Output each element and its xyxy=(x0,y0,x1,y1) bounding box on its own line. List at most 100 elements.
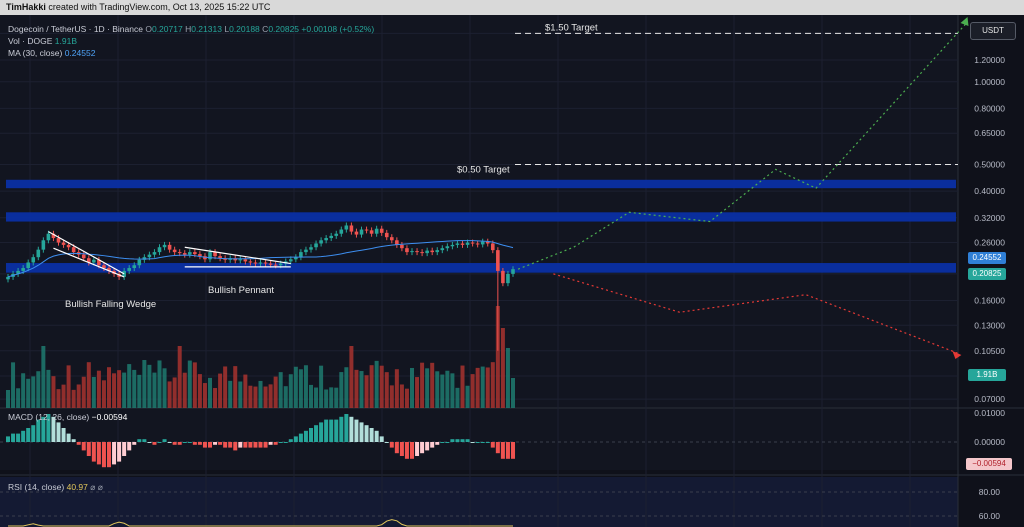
candle-body xyxy=(107,268,111,271)
candle-body xyxy=(193,252,197,255)
candle-body xyxy=(167,244,172,250)
macd-histogram-bar xyxy=(228,442,233,448)
price-tick-label: 0.80000 xyxy=(974,103,1005,113)
close-value: 0.20825 xyxy=(268,24,300,34)
volume-bar xyxy=(172,377,177,408)
macd-histogram-bar xyxy=(263,442,268,448)
support-resistance-zone xyxy=(6,212,956,222)
macd-histogram-bar xyxy=(359,422,364,442)
candle-body xyxy=(248,261,253,263)
close-price-tag: 0.20825 xyxy=(968,268,1006,280)
rsi-line xyxy=(8,519,513,527)
volume-bar xyxy=(147,364,152,408)
candle-body xyxy=(450,244,455,247)
volume-bar xyxy=(96,370,101,408)
candle-body xyxy=(87,258,91,263)
watermark-bar: TimHakki created with TradingView.com, O… xyxy=(0,0,1024,15)
macd-histogram-bar xyxy=(455,439,460,442)
bear-arrowhead xyxy=(952,351,962,360)
macd-histogram-bar xyxy=(248,442,253,448)
volume-bar xyxy=(253,386,258,408)
wedge-trendline xyxy=(48,231,125,275)
macd-histogram-bar xyxy=(420,442,425,454)
candle-body xyxy=(218,256,222,259)
high-label: H xyxy=(185,24,192,34)
legend-rsi-row: RSI (14, close) 40.97 ⌀ ⌀ xyxy=(8,482,103,493)
price-chart[interactable]: 1.500001.200001.000000.800000.650000.500… xyxy=(0,15,1024,527)
volume-bar xyxy=(192,362,197,408)
legend-ma-row: MA (30, close) 0.24552 xyxy=(8,48,95,58)
volume-bar xyxy=(445,370,450,408)
volume-bar xyxy=(71,389,76,408)
candle-body xyxy=(460,243,465,245)
open-value: 0.20717 xyxy=(151,24,183,34)
macd-histogram-bar xyxy=(470,442,475,443)
volume-bar xyxy=(41,346,46,408)
volume-bar xyxy=(450,373,455,408)
macd-histogram-bar xyxy=(213,442,218,445)
macd-histogram-bar xyxy=(460,439,465,442)
volume-bar xyxy=(415,377,420,408)
macd-histogram-bar xyxy=(142,439,147,442)
candle-body xyxy=(501,270,505,284)
low-label: L xyxy=(224,24,230,34)
candle-body xyxy=(364,229,369,231)
high-value: 0.21313 xyxy=(191,24,222,34)
macd-histogram-bar xyxy=(334,419,339,442)
candle-body xyxy=(455,243,460,245)
candle-body xyxy=(354,231,359,235)
author-name: TimHakki xyxy=(6,2,46,12)
macd-histogram-bar xyxy=(298,433,303,442)
macd-histogram-bar xyxy=(11,433,16,442)
macd-histogram-bar xyxy=(450,439,455,442)
macd-histogram-bar xyxy=(197,442,202,445)
macd-histogram-bar xyxy=(319,422,324,442)
price-tick-label: 0.10500 xyxy=(974,346,1005,356)
macd-histogram-bar xyxy=(238,442,243,448)
macd-histogram-bar xyxy=(66,433,71,442)
volume-bar xyxy=(511,378,515,408)
volume-bar xyxy=(505,348,510,408)
volume-bar xyxy=(16,388,21,408)
price-tick-label: 1.20000 xyxy=(974,55,1005,65)
volume-bar xyxy=(76,384,81,408)
macd-histogram-bar xyxy=(86,442,91,456)
candle-body xyxy=(278,263,283,266)
macd-histogram-bar xyxy=(349,416,354,442)
macd-histogram-bar xyxy=(495,442,500,454)
candle-body xyxy=(329,235,333,239)
candle-body xyxy=(97,259,101,266)
volume-bar xyxy=(137,374,142,408)
candle-body xyxy=(188,252,192,255)
candle-body xyxy=(132,265,137,269)
macd-histogram-bar xyxy=(399,442,404,456)
candle-body xyxy=(26,262,30,269)
candle-body xyxy=(208,252,212,260)
macd-histogram-bar xyxy=(96,442,101,465)
volume-bar xyxy=(425,368,430,408)
candle-body xyxy=(395,240,399,245)
candle-body xyxy=(102,265,106,269)
candle-body xyxy=(475,243,480,245)
candle-body xyxy=(349,225,354,232)
volume-bar xyxy=(86,362,91,408)
macd-tag: −0.00594 xyxy=(966,458,1012,470)
macd-histogram-bar xyxy=(56,422,61,442)
volume-bar xyxy=(56,389,61,408)
volume-bar xyxy=(298,369,303,408)
bull-arrowhead xyxy=(960,17,969,27)
price-tick-label: 0.40000 xyxy=(974,186,1005,196)
volume-bar xyxy=(182,372,187,408)
support-resistance-zone xyxy=(6,263,956,273)
macd-histogram-bar xyxy=(162,439,167,442)
macd-histogram-bar xyxy=(425,442,430,451)
price-tick-label: 1.00000 xyxy=(974,77,1005,87)
macd-histogram-bar xyxy=(445,442,450,443)
macd-histogram-bar xyxy=(329,419,334,442)
candle-body xyxy=(480,241,485,245)
candle-body xyxy=(268,263,273,265)
candle-body xyxy=(41,240,46,250)
rsi-value: 40.97 xyxy=(66,482,88,492)
volume-bar xyxy=(218,373,223,408)
currency-button[interactable]: USDT xyxy=(970,22,1016,40)
